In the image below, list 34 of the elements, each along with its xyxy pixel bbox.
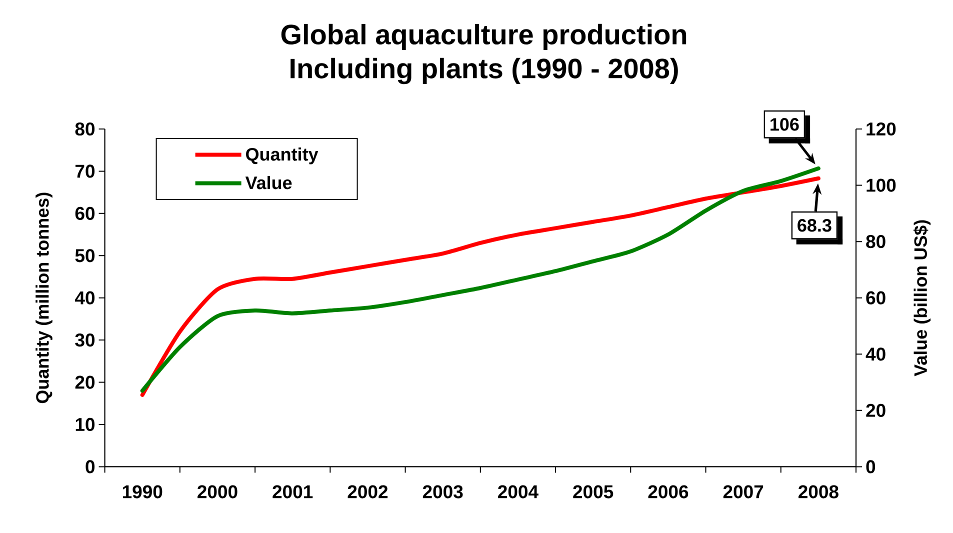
- legend-label: Quantity: [246, 147, 318, 164]
- y2-tick-label: 60: [866, 291, 886, 304]
- y-tick-label: 40: [74, 291, 95, 304]
- x-tick-label: 2004: [498, 485, 538, 498]
- x-tick-label: 2001: [272, 485, 313, 498]
- x-tick-label: 2008: [798, 485, 838, 498]
- y-tick-label: 30: [75, 333, 95, 347]
- y-tick-label: 60: [75, 206, 95, 220]
- x-tick-label: 2005: [573, 485, 614, 498]
- x-tick-label: 2007: [723, 485, 764, 498]
- x-tick-label: 2006: [648, 485, 688, 498]
- x-tick-label: 2002: [348, 485, 388, 498]
- chart-subtitle: Including plants (1990 - 2008): [290, 58, 678, 84]
- y2-tick-label: 0: [866, 460, 876, 474]
- data-label: 106: [770, 118, 799, 131]
- y-tick-label: 50: [75, 249, 95, 262]
- y-axis-title: Quantity (million tonnes): [36, 192, 52, 404]
- y2-tick-label: 100: [866, 178, 896, 192]
- y2-tick-label: 20: [866, 404, 886, 417]
- y2-axis-title: Value (billion US$): [913, 220, 931, 376]
- y-tick-label: 70: [76, 164, 95, 178]
- x-tick-label: 2003: [422, 485, 463, 498]
- x-tick-label: 2000: [198, 485, 238, 498]
- y2-tick-label: 120: [866, 122, 896, 136]
- data-label: 68.3: [798, 219, 832, 232]
- y-tick-label: 80: [75, 122, 95, 136]
- y-tick-label: 10: [76, 418, 95, 432]
- x-tick-label: 1990: [122, 485, 162, 498]
- y-tick-label: 20: [75, 376, 95, 389]
- chart-title: Global aquaculture production: [281, 24, 686, 50]
- y2-tick-label: 40: [866, 348, 886, 361]
- y-tick-label: 0: [86, 460, 95, 474]
- y2-tick-label: 80: [866, 235, 886, 248]
- legend-label: Value: [245, 176, 292, 190]
